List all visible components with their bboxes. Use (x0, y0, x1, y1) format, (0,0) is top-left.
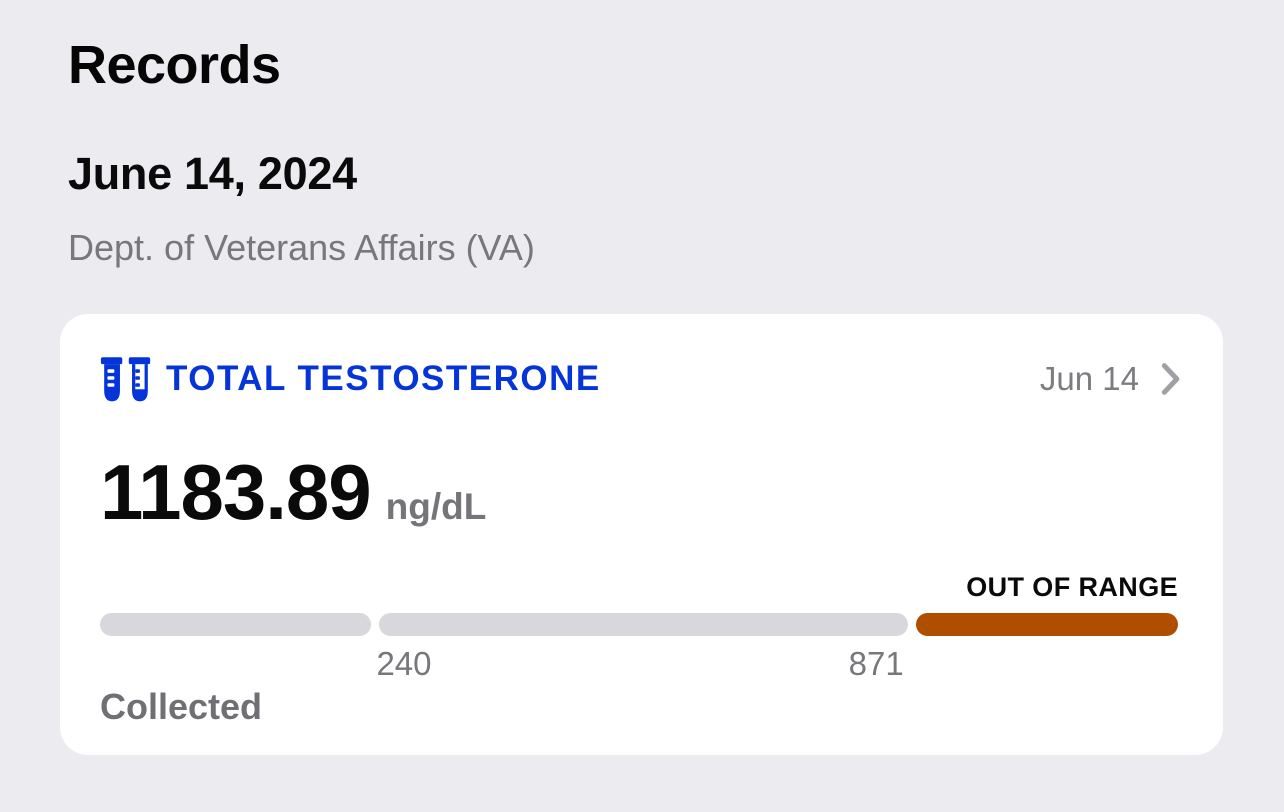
range-segment-normal (379, 613, 908, 636)
record-date-heading: June 14, 2024 (68, 148, 357, 199)
lab-result-title: TOTAL TESTOSTERONE (166, 359, 601, 398)
record-source: Dept. of Veterans Affairs (VA) (68, 227, 535, 268)
range-segment-below (100, 613, 371, 636)
range-lower-bound-label: 240 (376, 645, 432, 682)
range-segment-out-of-range (916, 613, 1178, 636)
lab-result-header: TOTAL TESTOSTERONE Jun 14 (100, 354, 1181, 404)
chevron-right-icon[interactable] (1161, 362, 1181, 396)
collected-label: Collected (100, 686, 263, 727)
page-title: Records (68, 35, 281, 95)
lab-result-date: Jun 14 (1039, 360, 1139, 397)
status-badge: OUT OF RANGE (966, 572, 1178, 602)
result-unit: ng/dL (385, 486, 487, 527)
range-bar (100, 613, 1178, 636)
result-value-row: 1183.89 ng/dL (100, 448, 487, 536)
result-value: 1183.89 (100, 448, 372, 536)
testtube-2-icon (100, 356, 152, 403)
range-bounds: 240 871 (100, 645, 1178, 685)
lab-result-card[interactable]: TOTAL TESTOSTERONE Jun 14 1183.89 ng/dL … (60, 314, 1223, 755)
range-upper-bound-label: 871 (848, 645, 904, 682)
